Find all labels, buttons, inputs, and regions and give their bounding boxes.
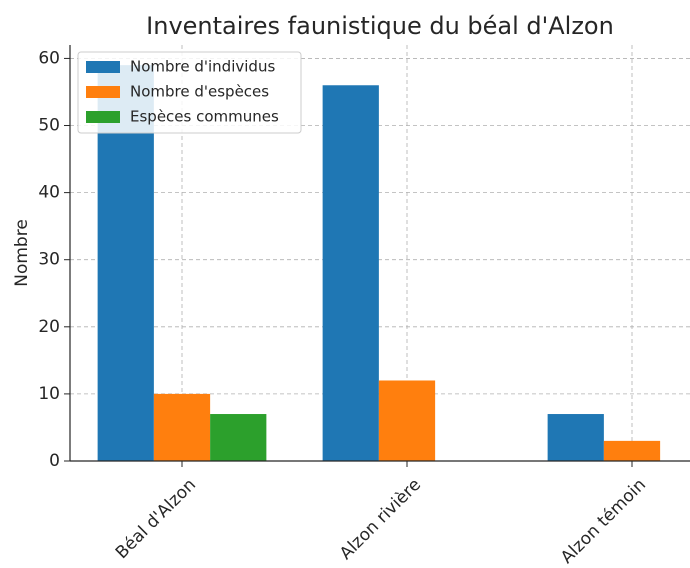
- x-tick-label: Alzon témoin: [557, 475, 650, 568]
- legend-label: Nombre d'individus: [130, 58, 275, 76]
- y-axis-label: Nombre: [12, 219, 32, 287]
- legend-swatch: [86, 111, 120, 123]
- legend-label: Espèces communes: [130, 108, 279, 126]
- legend-swatch: [86, 61, 120, 73]
- y-tick-label: 60: [38, 48, 60, 68]
- bar: [153, 393, 211, 461]
- y-tick-label: 50: [38, 116, 60, 136]
- x-tick-label: Béal d'Alzon: [112, 475, 200, 563]
- legend-swatch: [86, 86, 120, 98]
- legend-box: [77, 51, 302, 134]
- legend-label: Nombre d'espèces: [130, 83, 269, 101]
- y-tick-label: 30: [38, 250, 60, 270]
- y-tick-label: 10: [38, 384, 60, 404]
- x-tick-label: Alzon rivière: [336, 475, 425, 564]
- legend: Nombre d'individus Nombre d'espèces Espèce…: [77, 51, 302, 134]
- bar: [378, 380, 436, 461]
- bar: [322, 85, 379, 462]
- bar: [603, 440, 661, 461]
- y-tick-label: 0: [49, 451, 60, 471]
- y-tick-label: 20: [38, 317, 60, 337]
- bar: [547, 414, 604, 461]
- bar: [210, 414, 267, 461]
- chart-title: Inventaires faunistique du béal d'Alzon: [146, 12, 614, 40]
- y-tick-label: 40: [38, 183, 60, 203]
